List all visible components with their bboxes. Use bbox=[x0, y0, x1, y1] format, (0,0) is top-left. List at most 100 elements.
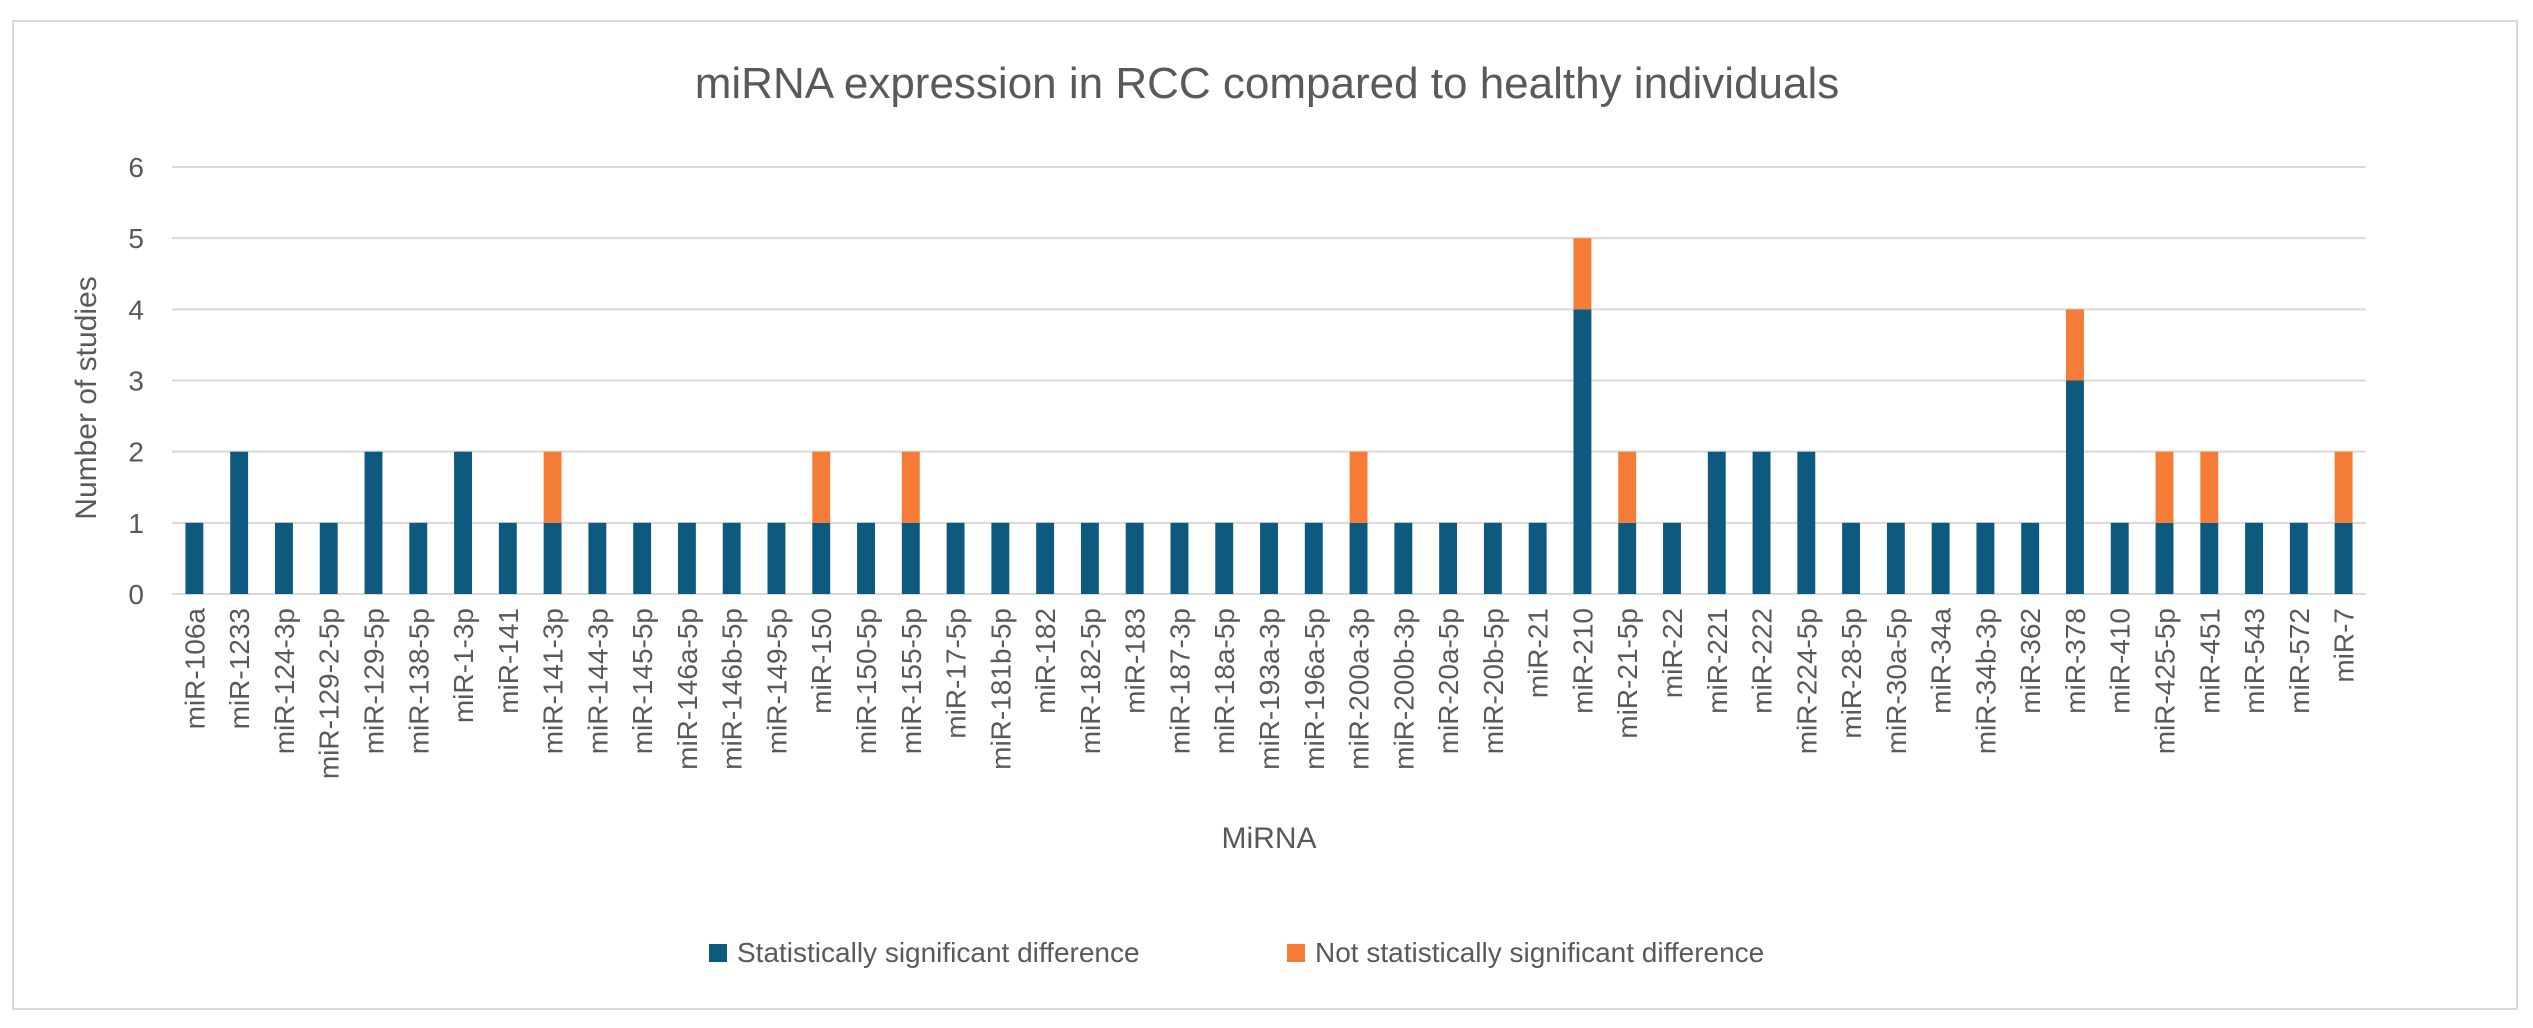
bar-significant-miR-543 bbox=[2245, 522, 2264, 594]
x-tick-label: miR-221 bbox=[1702, 608, 1733, 714]
bar-significant-miR-221 bbox=[1707, 451, 1726, 594]
x-tick-label: miR-21-5p bbox=[1612, 608, 1643, 739]
x-tick-label: miR-7 bbox=[2329, 608, 2360, 683]
bars bbox=[185, 238, 2353, 594]
bar-not-significant-miR-141-3p bbox=[543, 451, 562, 523]
bar-significant-miR-1233 bbox=[230, 451, 249, 594]
x-tick-label: miR-187-3p bbox=[1164, 608, 1195, 754]
x-tick-label: miR-144-3p bbox=[582, 608, 613, 754]
gridlines bbox=[172, 166, 2366, 595]
x-tick-label: miR-17-5p bbox=[941, 608, 972, 739]
bar-significant-miR-378 bbox=[2066, 380, 2084, 594]
x-tick-label: miR-21 bbox=[1523, 608, 1554, 698]
chart: miRNA expression in RCC compared to heal… bbox=[70, 59, 2366, 968]
x-tick-label: miR-129-5p bbox=[358, 608, 389, 754]
x-tick-label: miR-20b-5p bbox=[1478, 608, 1509, 754]
bar-significant-miR-146b-5p bbox=[722, 522, 741, 594]
bar-significant-miR-124-3p bbox=[274, 522, 293, 594]
bar-significant-miR-34a bbox=[1931, 522, 1950, 594]
y-tick-label: 5 bbox=[128, 223, 144, 254]
bar-significant-miR-18a-5p bbox=[1215, 522, 1234, 594]
x-tick-label: miR-150-5p bbox=[851, 608, 882, 754]
bar-significant-miR-193a-3p bbox=[1260, 522, 1278, 594]
bar-significant-miR-1-3p bbox=[454, 451, 472, 594]
bar-significant-miR-141 bbox=[498, 522, 517, 594]
bar-significant-miR-21 bbox=[1528, 522, 1547, 594]
bar-not-significant-miR-210 bbox=[1573, 238, 1592, 310]
y-tick-label: 6 bbox=[128, 152, 144, 183]
bar-significant-miR-146a-5p bbox=[677, 522, 696, 594]
bar-significant-miR-34b-3p bbox=[1976, 522, 1995, 594]
x-tick-label: miR-425-5p bbox=[2150, 608, 2181, 754]
bar-significant-miR-21-5p bbox=[1618, 522, 1637, 594]
bar-significant-miR-106a bbox=[185, 522, 204, 594]
x-tick-label: miR-138-5p bbox=[403, 608, 434, 754]
x-tick-label: miR-1-3p bbox=[448, 608, 479, 723]
chart-title: miRNA expression in RCC compared to heal… bbox=[695, 59, 1840, 108]
y-axis-title: Number of studies bbox=[70, 276, 103, 519]
bar-significant-miR-200a-3p bbox=[1349, 522, 1368, 594]
x-tick-label: miR-181b-5p bbox=[985, 608, 1016, 770]
x-tick-label: miR-129-2-5p bbox=[314, 608, 345, 779]
x-tick-label: miR-22 bbox=[1657, 608, 1688, 698]
x-tick-label: miR-34b-3p bbox=[1970, 608, 2001, 754]
bar-significant-miR-129-2-5p bbox=[319, 522, 338, 594]
x-tick-label: miR-543 bbox=[2239, 608, 2270, 714]
x-tick-label: miR-200a-3p bbox=[1344, 608, 1375, 770]
bar-not-significant-miR-378 bbox=[2066, 309, 2084, 381]
x-tick-label: miR-146b-5p bbox=[717, 608, 748, 770]
x-tick-label: miR-34a bbox=[1926, 608, 1957, 714]
x-tick-label: miR-193a-3p bbox=[1254, 608, 1285, 770]
bar-significant-miR-187-3p bbox=[1170, 522, 1189, 594]
x-tick-label: miR-18a-5p bbox=[1209, 608, 1240, 754]
bar-significant-miR-30a-5p bbox=[1886, 522, 1905, 594]
bar-not-significant-miR-200a-3p bbox=[1349, 451, 1368, 523]
x-tick-label: miR-141 bbox=[493, 608, 524, 714]
x-tick-label: miR-224-5p bbox=[1791, 608, 1822, 754]
x-tick-label: miR-378 bbox=[2060, 608, 2091, 714]
legend-label: Statistically significant difference bbox=[737, 937, 1140, 968]
bar-significant-miR-129-5p bbox=[364, 451, 383, 594]
x-tick-label: miR-362 bbox=[2015, 608, 2046, 714]
x-tick-label: miR-572 bbox=[2284, 608, 2315, 714]
x-tick-label: miR-141-3p bbox=[538, 608, 569, 754]
y-axis-ticks: 0 1 2 3 4 5 6 bbox=[128, 152, 144, 610]
bar-significant-miR-222 bbox=[1752, 451, 1771, 594]
bar-significant-miR-150 bbox=[812, 522, 831, 594]
bar-significant-miR-145-5p bbox=[633, 522, 652, 594]
x-tick-label: miR-124-3p bbox=[269, 608, 300, 754]
x-tick-label: miR-106a bbox=[179, 608, 210, 730]
legend-label: Not statistically significant difference bbox=[1315, 937, 1764, 968]
bar-significant-miR-210 bbox=[1573, 309, 1592, 594]
x-tick-label: miR-28-5p bbox=[1836, 608, 1867, 739]
bar-significant-miR-183 bbox=[1125, 522, 1144, 594]
bar-significant-miR-28-5p bbox=[1842, 522, 1861, 594]
x-tick-label: miR-210 bbox=[1567, 608, 1598, 714]
bar-not-significant-miR-7 bbox=[2334, 451, 2353, 523]
legend: Statistically significant difference Not … bbox=[709, 937, 1764, 968]
x-tick-label: miR-155-5p bbox=[896, 608, 927, 754]
y-tick-label: 0 bbox=[128, 579, 144, 610]
x-tick-label: miR-149-5p bbox=[761, 608, 792, 754]
x-tick-label: miR-145-5p bbox=[627, 608, 658, 754]
legend-swatch-not-significant bbox=[1287, 944, 1305, 962]
bar-significant-miR-138-5p bbox=[409, 522, 428, 594]
bar-significant-miR-182-5p bbox=[1080, 522, 1099, 594]
bar-significant-miR-572 bbox=[2289, 522, 2308, 594]
bar-significant-miR-150-5p bbox=[857, 522, 875, 594]
bar-significant-miR-181b-5p bbox=[991, 522, 1010, 594]
y-tick-label: 1 bbox=[128, 508, 144, 539]
x-tick-label: miR-146a-5p bbox=[672, 608, 703, 770]
bar-significant-miR-149-5p bbox=[767, 522, 786, 594]
bar-significant-miR-362 bbox=[2021, 522, 2040, 594]
x-tick-label: miR-410 bbox=[2105, 608, 2136, 714]
y-tick-label: 2 bbox=[128, 437, 144, 468]
x-tick-label: miR-150 bbox=[806, 608, 837, 714]
x-tick-label: miR-1233 bbox=[224, 608, 255, 729]
x-tick-label: miR-200b-3p bbox=[1388, 608, 1419, 770]
x-tick-label: miR-30a-5p bbox=[1881, 608, 1912, 754]
bar-not-significant-miR-150 bbox=[812, 451, 831, 523]
bar-significant-miR-182 bbox=[1036, 522, 1055, 594]
bar-significant-miR-155-5p bbox=[901, 522, 920, 594]
x-tick-label: miR-196a-5p bbox=[1299, 608, 1330, 770]
